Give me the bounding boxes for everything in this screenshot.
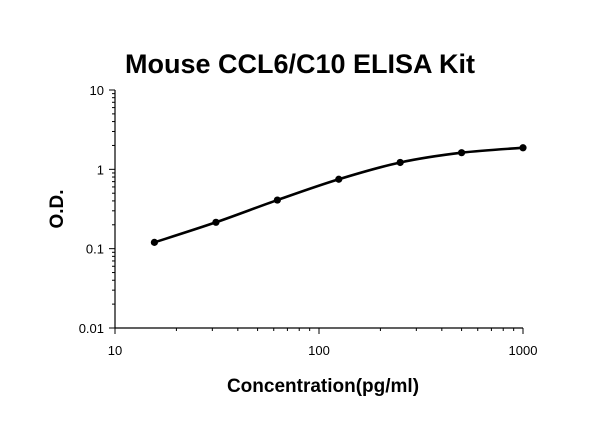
data-point xyxy=(273,196,281,204)
series-layer xyxy=(150,144,527,246)
data-point xyxy=(150,238,158,246)
y-tick-label: 0.1 xyxy=(86,242,104,257)
y-axis-label: O.D. xyxy=(47,189,68,228)
chart-title: Mouse CCL6/C10 ELISA Kit xyxy=(125,49,475,79)
x-axis-ticks: 10 100 1000 xyxy=(108,328,538,358)
x-tick-label: 10 xyxy=(108,343,122,358)
data-point xyxy=(396,158,404,167)
axes xyxy=(114,90,523,329)
data-point xyxy=(212,218,220,226)
x-tick-label: 100 xyxy=(308,343,330,358)
data-point xyxy=(519,144,527,152)
y-tick-label: 0.01 xyxy=(79,321,104,336)
y-tick-label: 1 xyxy=(97,162,104,177)
x-axis-label: Concentration(pg/ml) xyxy=(227,376,419,397)
data-point xyxy=(335,175,343,183)
x-tick-label: 1000 xyxy=(509,343,538,358)
y-tick-label: 10 xyxy=(90,83,104,98)
series-line xyxy=(153,146,524,244)
data-point xyxy=(457,149,466,157)
y-axis-ticks: 10 1 0.1 0.01 xyxy=(79,83,115,336)
